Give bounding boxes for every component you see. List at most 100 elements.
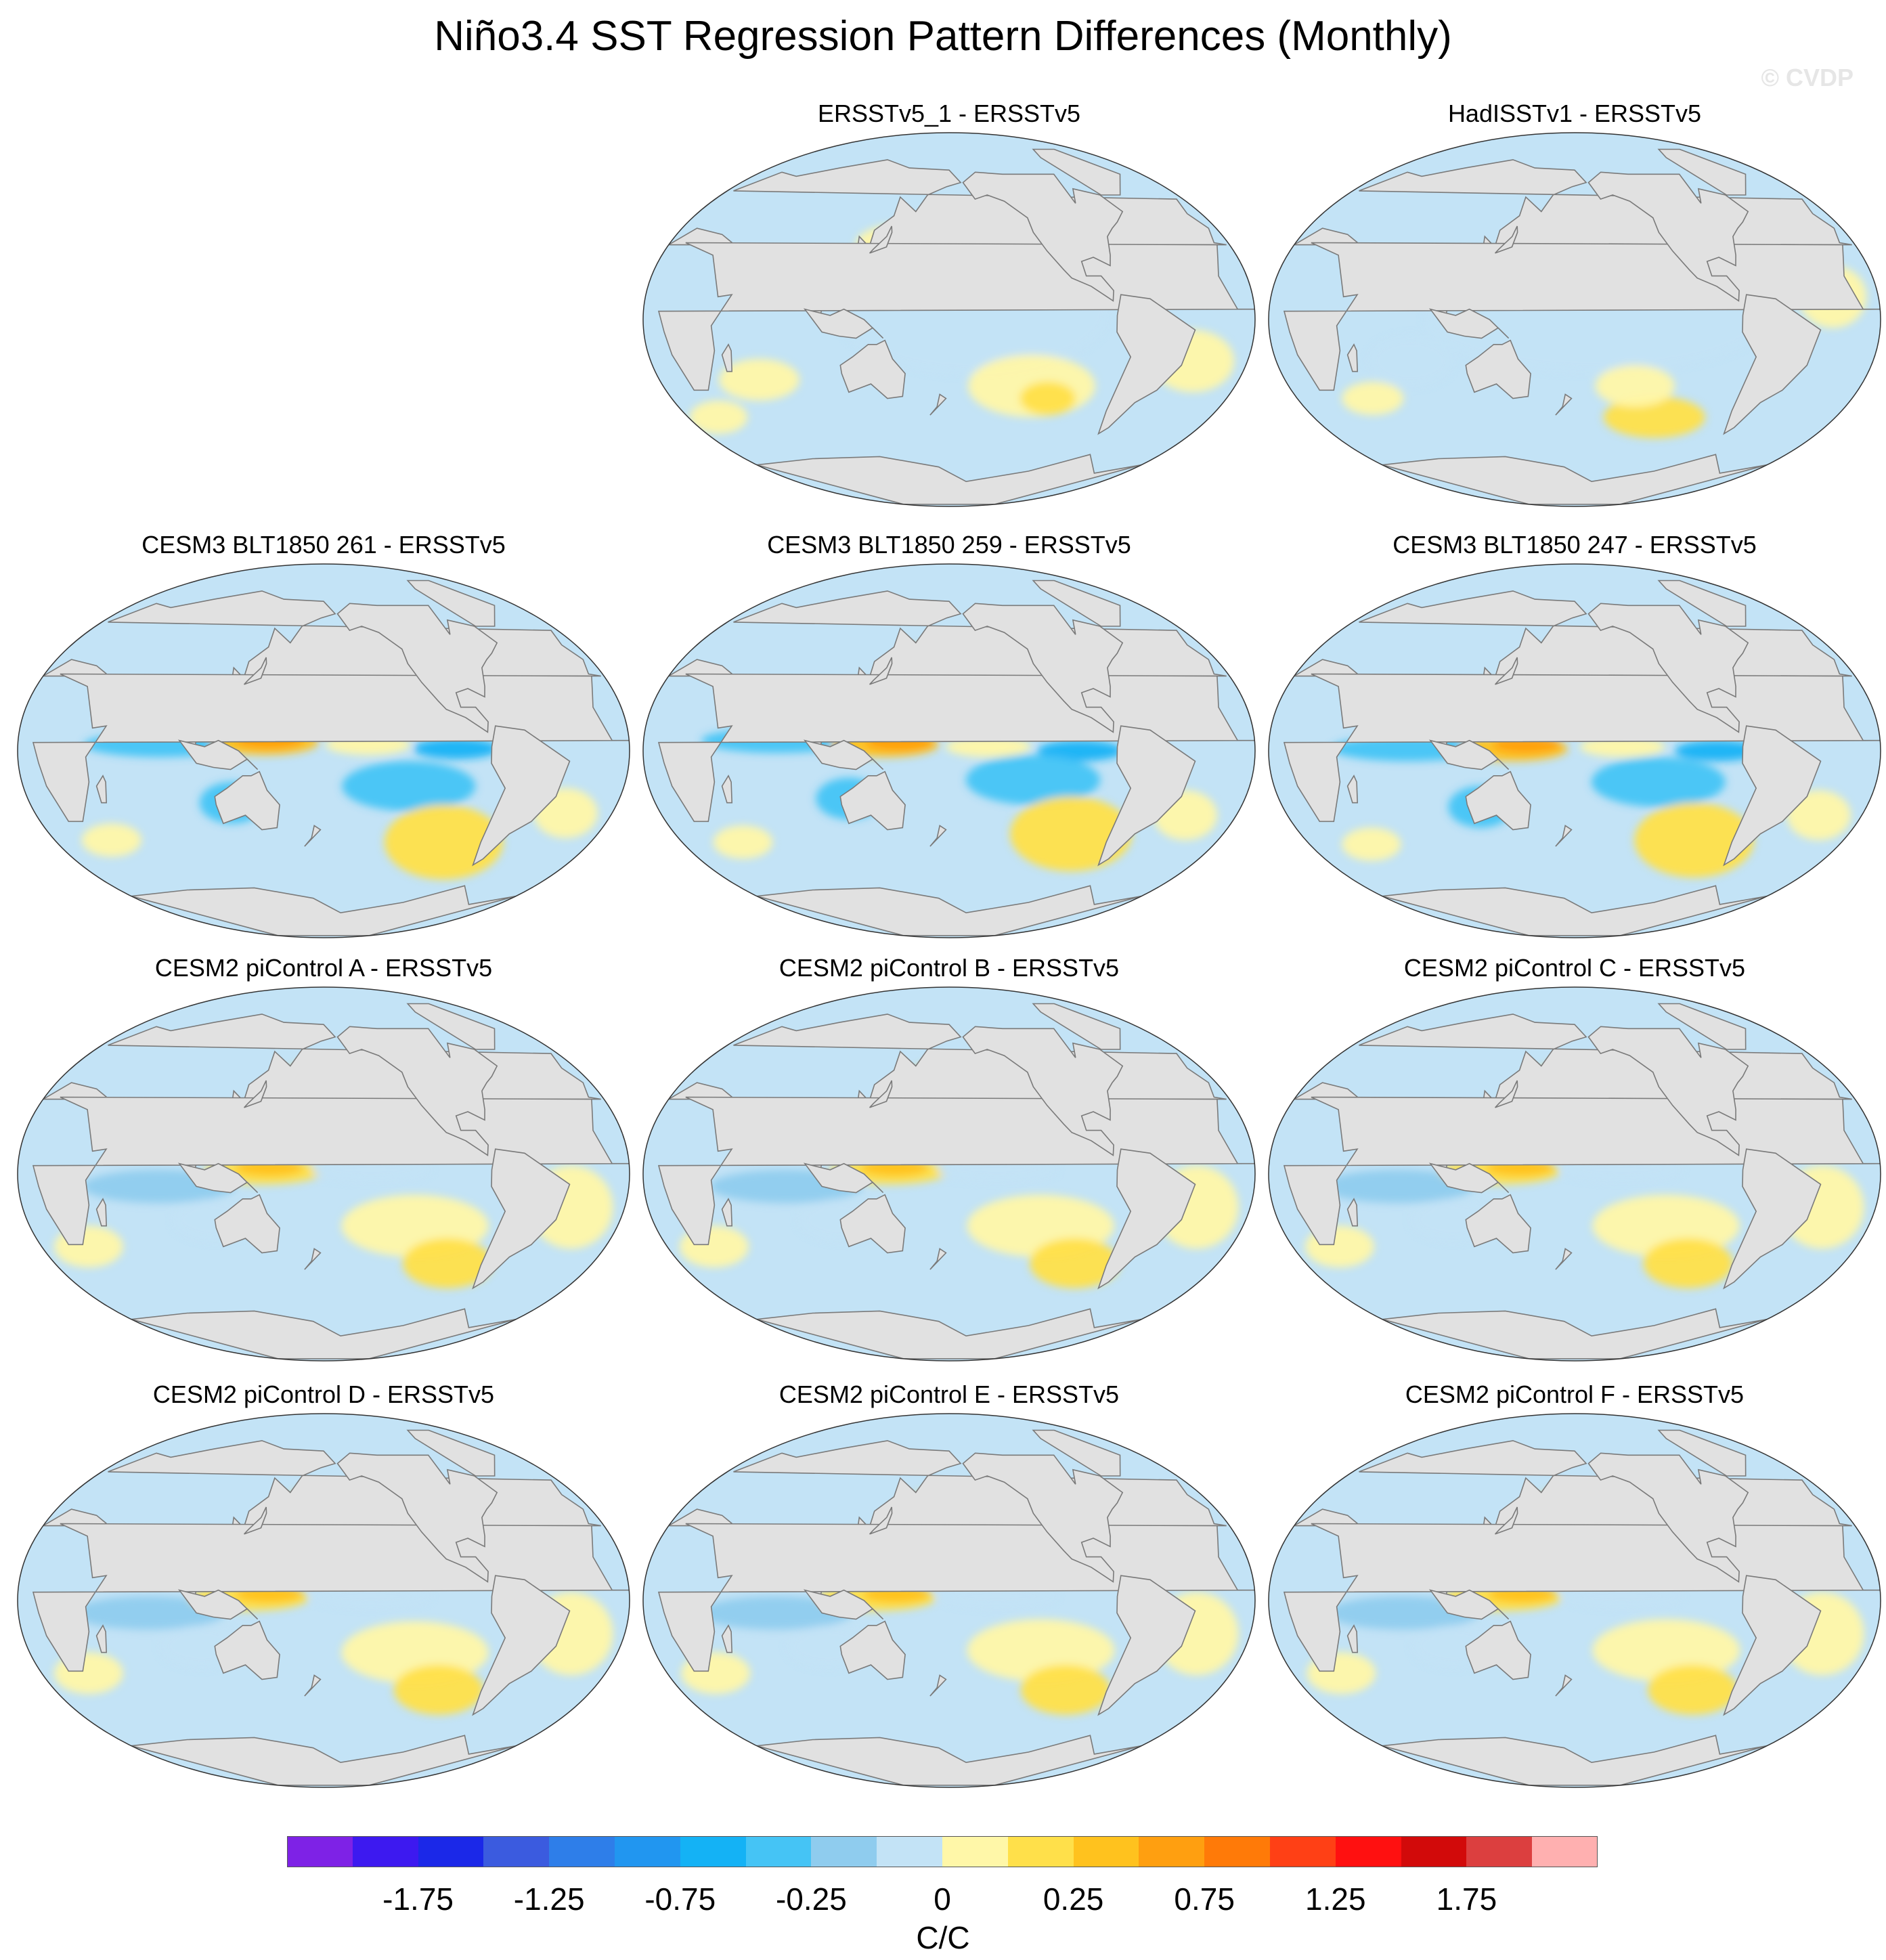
madagascar-land	[1346, 1624, 1359, 1653]
map-panel-title: CESM2 piControl C - ERSSTv5	[1403, 954, 1746, 982]
new-zealand-land	[1555, 825, 1573, 847]
japan-land	[869, 657, 893, 685]
new-zealand-land	[304, 1674, 322, 1697]
colorbar-box	[1073, 1836, 1139, 1867]
greenland-land	[1657, 1003, 1747, 1050]
greenland-land	[1032, 148, 1121, 196]
indonesia-land	[803, 1162, 884, 1194]
colorbar-tick-label: 0	[934, 1881, 951, 1917]
map-outline	[1268, 986, 1881, 1362]
madagascar-land	[721, 1624, 733, 1653]
indonesia-land	[803, 308, 884, 339]
map-panel-title: CESM2 piControl E - ERSSTv5	[778, 1380, 1120, 1408]
colorbar-box	[1270, 1836, 1336, 1867]
japan-land	[244, 1080, 267, 1108]
new-zealand-land	[1555, 393, 1573, 416]
indonesia-land	[1428, 739, 1510, 770]
madagascar-land	[95, 1624, 108, 1653]
colorbar-box	[549, 1836, 615, 1867]
map-outline	[642, 563, 1256, 938]
indonesia-land	[1428, 1162, 1510, 1194]
madagascar-land	[1346, 775, 1359, 804]
colorbar-box	[1466, 1836, 1533, 1867]
australia-land	[214, 1194, 280, 1254]
colorbar-box	[287, 1836, 353, 1867]
colorbar-box	[1139, 1836, 1205, 1867]
anomaly-region	[1030, 1238, 1120, 1288]
south-america-land	[1097, 294, 1196, 435]
colorbar-tick-label: -0.75	[644, 1881, 716, 1917]
japan-land	[1495, 657, 1518, 685]
map-panel-title: CESM2 piControl D - ERSSTv5	[152, 1380, 495, 1408]
map-panel-title: CESM3 BLT1850 247 - ERSSTv5	[1392, 531, 1757, 559]
south-america-land	[1723, 725, 1822, 867]
north-america-land	[336, 603, 498, 733]
antarctica-land	[756, 454, 1142, 505]
anomaly-region	[1591, 757, 1726, 807]
map-panel-blt1850-247: CESM3 BLT1850 247 - ERSSTv5	[1265, 531, 1885, 944]
south-america-land	[1723, 1575, 1822, 1716]
colorbar-box	[942, 1836, 1009, 1867]
colorbar-units: C/C	[916, 1920, 970, 1955]
indonesia-land	[803, 739, 884, 770]
africa-land	[657, 1096, 1255, 1246]
anomaly-region	[1603, 396, 1705, 438]
map-panel-picontrol-d: CESM2 piControl D - ERSSTv5	[14, 1381, 634, 1794]
indonesia-land	[177, 739, 259, 770]
australia-land	[839, 1194, 906, 1254]
map-outline	[1268, 563, 1881, 938]
robinson-map	[642, 132, 1256, 507]
new-zealand-land	[929, 393, 947, 416]
africa-land	[1283, 1523, 1881, 1672]
greenland-land	[1657, 148, 1747, 196]
africa-land	[1283, 673, 1881, 823]
new-zealand-land	[929, 1248, 947, 1270]
indonesia-land	[1428, 1589, 1510, 1620]
colorbar-tick-label: -0.25	[775, 1881, 847, 1917]
anomaly-region	[384, 804, 504, 880]
anomaly-region	[1010, 796, 1132, 871]
antarctica-land	[1382, 454, 1768, 505]
colorbar-box	[680, 1836, 747, 1867]
antarctica-land	[1382, 885, 1768, 936]
greenland-land	[1032, 1429, 1121, 1477]
anomaly-region	[1634, 802, 1754, 878]
colorbar-tick-label: 1.25	[1305, 1881, 1366, 1917]
south-america-land	[1097, 725, 1196, 867]
japan-land	[1495, 1506, 1518, 1535]
madagascar-land	[721, 1198, 733, 1227]
north-america-land	[336, 1452, 498, 1583]
japan-land	[1495, 1080, 1518, 1108]
anomaly-region	[965, 755, 1101, 805]
anomaly-region	[689, 400, 748, 434]
map-panel-picontrol-e: CESM2 piControl E - ERSSTv5	[639, 1381, 1259, 1794]
colorbar-tick-label: 0.75	[1174, 1881, 1235, 1917]
australia-land	[214, 1620, 280, 1680]
robinson-map	[17, 563, 630, 938]
japan-land	[244, 1506, 267, 1535]
map-panel-title: CESM3 BLT1850 261 - ERSSTv5	[141, 531, 506, 559]
map-panel-picontrol-c: CESM2 piControl C - ERSSTv5	[1265, 955, 1885, 1368]
antarctica-land	[1382, 1735, 1768, 1786]
colorbar	[287, 1836, 1598, 1867]
anomaly-region	[393, 1665, 484, 1715]
new-zealand-land	[1555, 1674, 1573, 1697]
map-panel-ersstv5-1: ERSSTv5_1 - ERSSTv5	[639, 100, 1259, 513]
antarctica-land	[131, 885, 517, 936]
australia-land	[1465, 1620, 1531, 1680]
antarctica-land	[131, 1735, 517, 1786]
new-zealand-land	[929, 1674, 947, 1697]
australia-land	[1465, 1194, 1531, 1254]
japan-land	[869, 1080, 893, 1108]
north-america-land	[1587, 603, 1749, 733]
antarctica-land	[131, 1308, 517, 1359]
africa-land	[1283, 1096, 1881, 1246]
robinson-map	[642, 1413, 1256, 1788]
map-panel-title: CESM2 piControl A - ERSSTv5	[154, 954, 493, 982]
greenland-land	[1657, 1429, 1747, 1477]
map-outline	[17, 563, 630, 938]
robinson-map	[1268, 1413, 1881, 1788]
africa-land	[32, 673, 630, 823]
south-america-land	[1723, 294, 1822, 435]
map-panel-title: CESM2 piControl B - ERSSTv5	[778, 954, 1120, 982]
